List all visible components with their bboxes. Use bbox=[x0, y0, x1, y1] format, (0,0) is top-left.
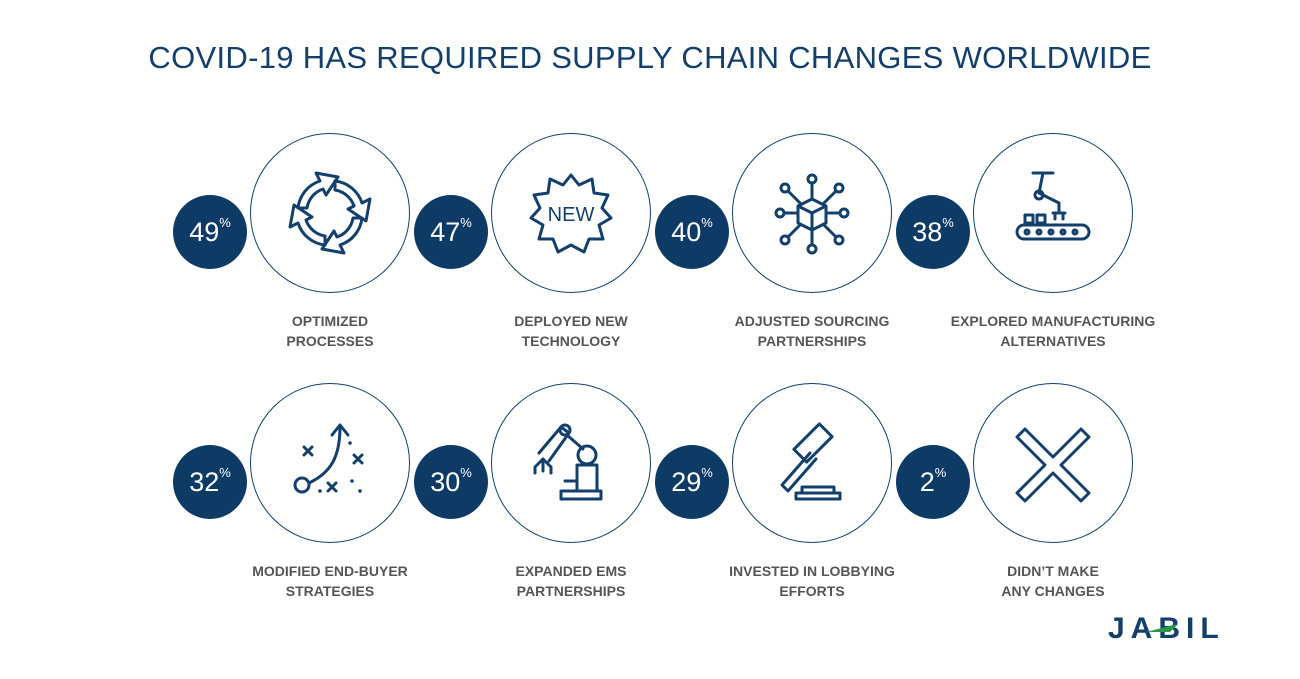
percent-badge: 47% bbox=[414, 195, 488, 269]
label-line-1: MODIFIED END-BUYER bbox=[252, 563, 408, 579]
robot-conveyor-icon bbox=[1003, 163, 1103, 263]
percent-badge: 30% bbox=[414, 445, 488, 519]
stat-label: OPTIMIZED PROCESSES bbox=[180, 311, 480, 351]
stat-item: 2% DIDN’T MAKE ANY CHANGES bbox=[896, 383, 1174, 623]
percent-value: 38 bbox=[912, 216, 943, 247]
cycle-arrows-icon bbox=[280, 163, 380, 263]
icon-circle bbox=[250, 383, 410, 543]
label-line-2: PARTNERSHIPS bbox=[757, 333, 867, 349]
label-line-2: ALTERNATIVES bbox=[1000, 333, 1106, 349]
page-title: COVID-19 HAS REQUIRED SUPPLY CHAIN CHANG… bbox=[148, 40, 1152, 75]
label-line-1: OPTIMIZED bbox=[291, 313, 369, 329]
x-mark-icon bbox=[1003, 413, 1103, 513]
percent-badge: 32% bbox=[173, 445, 247, 519]
label-line-1: EXPLORED MANUFACTURING bbox=[950, 313, 1156, 329]
label-line-2: ANY CHANGES bbox=[1001, 583, 1105, 599]
jabil-logo: JABIL bbox=[1108, 612, 1258, 647]
icon-circle bbox=[491, 383, 651, 543]
stat-item: 30% EXPANDED EMS PARTNERSHIPS bbox=[414, 383, 692, 623]
strategy-play-icon bbox=[280, 413, 380, 513]
network-cube-icon bbox=[762, 163, 862, 263]
label-line-1: EXPANDED EMS bbox=[515, 563, 627, 579]
stat-label: EXPLORED MANUFACTURING ALTERNATIVES bbox=[903, 311, 1203, 351]
robot-arm-icon bbox=[521, 413, 621, 513]
percent-badge: 29% bbox=[655, 445, 729, 519]
percent-value: 40 bbox=[671, 216, 702, 247]
stat-item: 32% MODIFIED END-BUYER STRATEGIES bbox=[173, 383, 451, 623]
svg-text:NEW: NEW bbox=[548, 204, 595, 226]
stat-item: NEW 47% DEPLOYED NEW TECHNOLOGY bbox=[414, 133, 692, 373]
percent-sign: % bbox=[219, 215, 231, 230]
label-line-1: DEPLOYED NEW bbox=[514, 313, 628, 329]
stat-label: ADJUSTED SOURCING PARTNERSHIPS bbox=[662, 311, 962, 351]
label-line-1: DIDN’T MAKE bbox=[1007, 563, 1099, 579]
icon-circle bbox=[491, 133, 651, 293]
stat-label: INVESTED IN LOBBYING EFFORTS bbox=[662, 561, 962, 601]
percent-value: 32 bbox=[189, 466, 220, 497]
percent-sign: % bbox=[934, 465, 947, 480]
label-line-2: TECHNOLOGY bbox=[521, 333, 621, 349]
percent-badge: 38% bbox=[896, 195, 970, 269]
stat-label: DEPLOYED NEW TECHNOLOGY bbox=[421, 311, 721, 351]
percent-value: 29 bbox=[671, 466, 702, 497]
percent-value: 49 bbox=[189, 216, 220, 247]
percent-value: 30 bbox=[430, 466, 461, 497]
stat-item: 40% ADJUSTED SOURCING PARTNERSHIPS bbox=[655, 133, 933, 373]
label-line-2: STRATEGIES bbox=[285, 583, 375, 599]
stat-item: 29% INVESTED IN LOBBYING EFFORTS bbox=[655, 383, 933, 623]
percent-value: 47 bbox=[430, 216, 461, 247]
label-line-2: PROCESSES bbox=[286, 333, 374, 349]
percent-sign: % bbox=[460, 465, 472, 480]
label-line-1: ADJUSTED SOURCING bbox=[734, 313, 890, 329]
label-line-2: PARTNERSHIPS bbox=[516, 583, 626, 599]
percent-sign: % bbox=[219, 465, 231, 480]
percent-badge: 40% bbox=[655, 195, 729, 269]
percent-badge: 49% bbox=[173, 195, 247, 269]
label-line-2: EFFORTS bbox=[779, 583, 845, 599]
stat-item: 38% EXPLORED MANUFACTURING ALTERNATIVES bbox=[896, 133, 1174, 373]
gavel-icon bbox=[762, 413, 862, 513]
stat-item: 49% OPTIMIZED PROCESSES bbox=[173, 133, 451, 373]
percent-sign: % bbox=[701, 465, 713, 480]
icon-circle bbox=[973, 383, 1133, 543]
percent-badge: 2% bbox=[896, 445, 970, 519]
icon-circle bbox=[250, 133, 410, 293]
percent-sign: % bbox=[460, 215, 472, 230]
label-line-1: INVESTED IN LOBBYING bbox=[729, 563, 895, 579]
percent-value: 2 bbox=[919, 466, 935, 497]
percent-sign: % bbox=[942, 215, 954, 230]
percent-sign: % bbox=[701, 215, 713, 230]
stat-label: MODIFIED END-BUYER STRATEGIES bbox=[180, 561, 480, 601]
new-badge-icon: NEW bbox=[521, 163, 621, 263]
stat-label: EXPANDED EMS PARTNERSHIPS bbox=[421, 561, 721, 601]
stat-label: DIDN’T MAKE ANY CHANGES bbox=[903, 561, 1203, 601]
